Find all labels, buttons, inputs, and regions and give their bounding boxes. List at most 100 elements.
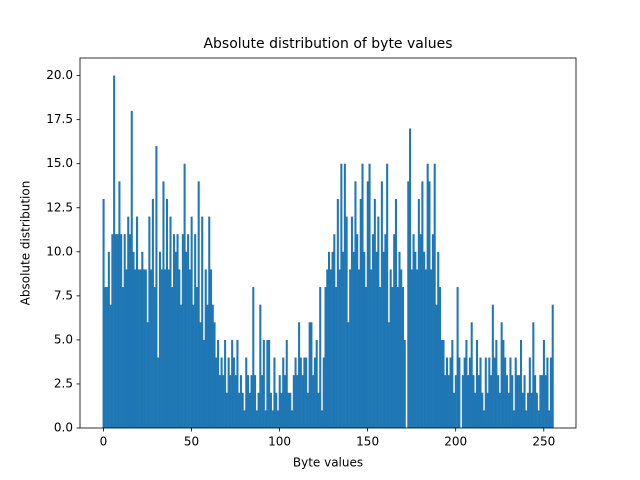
x-axis-label: Byte values [293, 456, 363, 470]
bar [363, 251, 366, 428]
bar [509, 357, 512, 428]
bar [403, 339, 406, 428]
bar [160, 269, 163, 428]
bar [106, 287, 109, 428]
bar [379, 287, 382, 428]
bar [150, 269, 153, 428]
bar [208, 216, 211, 428]
bar [486, 392, 489, 428]
bar [530, 392, 533, 428]
bar [497, 375, 500, 428]
bar [217, 339, 220, 428]
bar [173, 234, 176, 428]
bar [252, 287, 255, 428]
bar [368, 163, 371, 428]
bar [356, 234, 359, 428]
bar [394, 198, 397, 428]
bar [125, 269, 128, 428]
bar [291, 410, 294, 428]
bar [148, 216, 151, 428]
bar [222, 375, 225, 428]
bar [454, 375, 457, 428]
bar [511, 375, 514, 428]
bar [546, 357, 549, 428]
x-tick-label: 200 [444, 435, 467, 449]
y-tick-label: 15.0 [46, 156, 73, 170]
bar [201, 216, 204, 428]
bar [396, 287, 399, 428]
bar [442, 339, 445, 428]
bar [440, 339, 443, 428]
bar [467, 375, 470, 428]
bar [238, 392, 241, 428]
bar [345, 216, 348, 428]
bar [463, 357, 466, 428]
bar [521, 392, 524, 428]
bar [475, 339, 479, 428]
bar [387, 322, 390, 428]
bar [188, 269, 191, 428]
bar [298, 322, 301, 428]
y-axis-label: Absolute distribution [19, 181, 33, 306]
bar [347, 322, 350, 428]
bar [384, 234, 387, 428]
bar [287, 392, 290, 428]
bar [386, 163, 389, 428]
bar [315, 339, 318, 428]
y-tick-label: 0.0 [54, 421, 73, 435]
bar [421, 181, 424, 428]
bar [414, 251, 417, 428]
bar [123, 234, 126, 428]
bar [162, 181, 165, 428]
bar [116, 234, 119, 428]
bar [151, 198, 154, 428]
bar [273, 357, 276, 428]
x-tick-label: 100 [268, 435, 291, 449]
bar [202, 339, 206, 428]
bar [104, 287, 107, 428]
bar [472, 375, 475, 428]
bar [389, 269, 392, 428]
bar [194, 234, 197, 428]
bar [468, 357, 471, 428]
x-tick-label: 0 [100, 435, 108, 449]
bar [401, 287, 405, 428]
bar [449, 357, 452, 428]
bar [310, 322, 313, 428]
bar [153, 287, 156, 428]
bar [523, 375, 526, 428]
bar [236, 339, 239, 428]
bar [268, 339, 271, 428]
bar [324, 287, 327, 428]
bar [426, 163, 429, 428]
bar [519, 339, 523, 428]
bar [359, 198, 362, 428]
bar [477, 375, 480, 428]
bar [498, 392, 501, 428]
bar [141, 251, 144, 428]
bar [185, 251, 188, 428]
bar [407, 181, 410, 428]
bar [224, 339, 227, 428]
bar [178, 269, 181, 428]
bar [336, 198, 339, 428]
bar [488, 357, 491, 428]
bar [113, 75, 116, 428]
bar [250, 375, 253, 428]
bar [505, 375, 508, 428]
bar [190, 216, 193, 428]
bar [333, 234, 336, 428]
bar [548, 410, 551, 428]
bar [114, 234, 117, 428]
bar [416, 269, 419, 428]
bar [535, 392, 538, 428]
bar [254, 375, 257, 428]
bar [438, 287, 442, 428]
bar [109, 304, 112, 428]
bar [259, 304, 262, 428]
bar [305, 357, 308, 428]
bar [289, 392, 292, 428]
bar [165, 198, 169, 428]
bar [430, 269, 433, 428]
